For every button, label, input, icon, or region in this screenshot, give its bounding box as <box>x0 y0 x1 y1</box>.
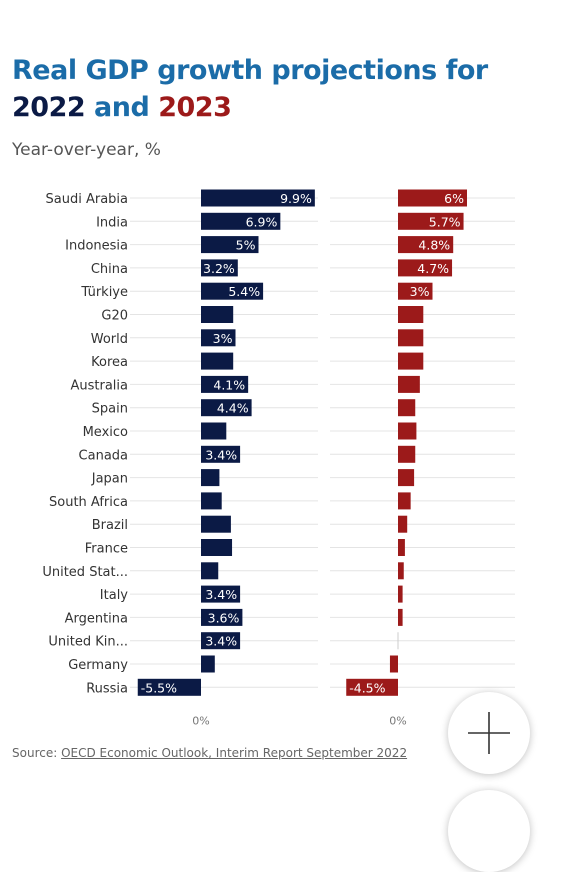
bar-2023 <box>398 189 467 207</box>
bar-2023 <box>398 282 433 300</box>
category-label: China <box>91 262 128 277</box>
bar-2023 <box>398 352 424 370</box>
data-label-2022: 3.4% <box>205 587 237 602</box>
bar-2022 <box>201 282 264 300</box>
bar-2022 <box>201 585 241 603</box>
category-label: Spain <box>92 402 128 417</box>
data-label-2023: -4.5% <box>349 680 385 695</box>
category-label: G20 <box>101 309 128 324</box>
data-label-2023: 3% <box>410 284 430 299</box>
bar-2022 <box>201 189 315 207</box>
bar-2023 <box>398 375 420 393</box>
category-label: Korea <box>91 355 128 370</box>
category-label: United Kin... <box>48 635 128 650</box>
category-label: Brazil <box>92 518 128 533</box>
bar-2022 <box>201 655 215 673</box>
bar-2023 <box>398 492 411 510</box>
title-part1: Real GDP growth projections for <box>12 55 488 86</box>
data-label-2023: 5.7% <box>429 214 461 229</box>
data-label-2023: 4.8% <box>418 238 450 253</box>
bar-2023 <box>398 212 464 230</box>
axis-tick-label-2022: 0% <box>192 715 209 725</box>
bar-2022 <box>137 678 201 696</box>
bar-2023 <box>398 399 416 417</box>
data-label-2022: 5.4% <box>228 284 260 299</box>
data-label-2023: 4.7% <box>417 261 449 276</box>
bar-2022 <box>201 329 236 347</box>
category-label: South Africa <box>49 495 128 510</box>
axis-tick-label-2023: 0% <box>389 715 406 725</box>
bar-2023 <box>346 678 398 696</box>
chart-title: Real GDP growth projections for 2022 and… <box>12 52 542 126</box>
plus-icon <box>468 712 510 754</box>
bar-2022 <box>201 259 238 277</box>
bar-2023 <box>398 445 416 463</box>
category-label: Germany <box>68 658 128 673</box>
source-prefix: Source: <box>12 746 62 760</box>
bar-2022 <box>201 562 219 580</box>
category-label: India <box>96 215 128 230</box>
bar-2022 <box>201 608 243 626</box>
data-label-2022: 5% <box>236 238 256 253</box>
bar-2023 <box>398 562 404 580</box>
bar-chart: Saudi Arabia 9.9% 6% India 6.9% 5.7% Indonesia… <box>42 189 515 725</box>
bar-2023 <box>398 515 408 533</box>
category-label: Russia <box>86 681 128 696</box>
bar-2022 <box>201 352 234 370</box>
bar-2023 <box>398 236 454 254</box>
bar-2023 <box>398 469 415 487</box>
category-label: United Stat... <box>42 565 128 580</box>
category-label: Saudi Arabia <box>46 192 129 207</box>
data-label-2022: 9.9% <box>280 191 312 206</box>
bar-2023 <box>398 329 424 347</box>
data-label-2022: 4.1% <box>213 377 245 392</box>
bar-2022 <box>201 236 259 254</box>
category-label: Italy <box>100 588 129 603</box>
data-label-2022: 6.9% <box>246 214 278 229</box>
chart-subtitle: Year-over-year, % <box>12 140 161 160</box>
title-part2: and <box>85 92 159 123</box>
bar-2022 <box>201 399 252 417</box>
bar-2022 <box>201 445 241 463</box>
category-label: Australia <box>70 378 128 393</box>
bar-2022 <box>201 632 241 650</box>
bar-2022 <box>201 492 222 510</box>
category-label: World <box>91 332 128 347</box>
category-label: Japan <box>91 472 128 487</box>
add-button[interactable] <box>448 692 530 774</box>
category-label: Türkiye <box>80 285 128 300</box>
bar-2023 <box>389 655 398 673</box>
title-year-2022: 2022 <box>12 92 86 123</box>
data-label-2022: 4.4% <box>217 401 249 416</box>
category-label: Canada <box>79 448 128 463</box>
bar-2023 <box>398 422 417 440</box>
data-label-2022: 3.6% <box>208 610 240 625</box>
source-note: Source: OECD Economic Outlook, Interim R… <box>12 746 407 760</box>
source-link[interactable]: OECD Economic Outlook, Interim Report Se… <box>61 746 408 760</box>
bar-2022 <box>201 422 227 440</box>
category-label: Argentina <box>65 611 128 626</box>
bar-2022 <box>201 515 231 533</box>
category-label: France <box>85 542 128 557</box>
bar-2023 <box>398 259 453 277</box>
bar-2022 <box>201 539 233 556</box>
bar-2022 <box>201 375 249 393</box>
bar-2022 <box>201 469 220 487</box>
bar-2023 <box>398 608 403 626</box>
bar-2022 <box>201 306 234 323</box>
data-label-2022: 3.4% <box>205 447 237 462</box>
secondary-fab[interactable] <box>448 790 530 872</box>
bar-2023 <box>398 306 424 323</box>
data-label-2022: 3.4% <box>205 634 237 649</box>
category-label: Mexico <box>83 425 128 440</box>
data-label-2023: 6% <box>444 191 464 206</box>
data-label-2022: 3% <box>213 331 233 346</box>
data-label-2022: 3.2% <box>203 261 235 276</box>
bar-2022 <box>201 212 281 230</box>
title-year-2023: 2023 <box>158 92 232 123</box>
bar-2023 <box>398 539 405 556</box>
data-label-2022: -5.5% <box>141 680 177 695</box>
category-label: Indonesia <box>65 239 128 254</box>
bar-2023 <box>398 585 403 603</box>
